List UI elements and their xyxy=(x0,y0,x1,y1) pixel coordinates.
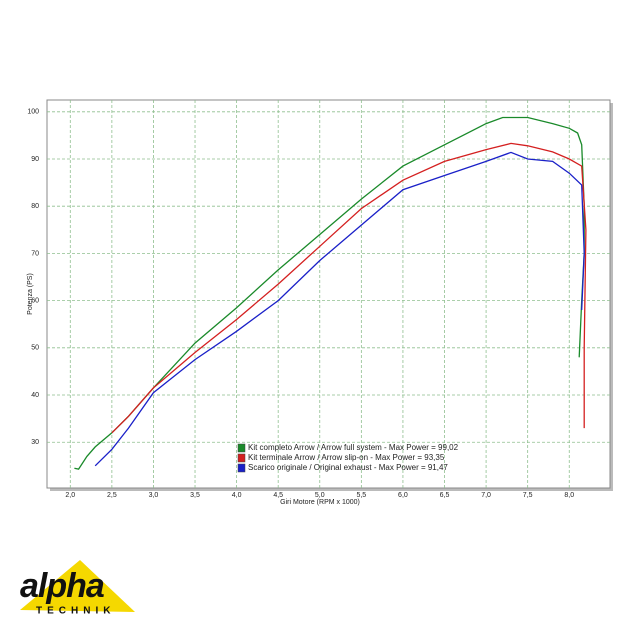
legend-swatch xyxy=(237,463,246,473)
legend-label: Scarico originale / Original exhaust - M… xyxy=(248,463,448,472)
y-tick-label: 80 xyxy=(31,203,39,210)
series-line xyxy=(94,151,585,467)
x-tick-label: 3,5 xyxy=(190,492,200,499)
x-tick-label: 6,0 xyxy=(398,492,408,499)
series-line xyxy=(111,142,587,434)
x-tick-label: 4,0 xyxy=(232,492,242,499)
x-tick-label: 7,0 xyxy=(481,492,491,499)
x-tick-label: 6,5 xyxy=(440,492,450,499)
y-tick-label: 100 xyxy=(27,109,39,116)
y-axis-label: Potenza (PS) xyxy=(27,273,34,315)
logo: alpha TECHNIK xyxy=(20,560,135,617)
x-tick-label: 2,5 xyxy=(107,492,117,499)
y-tick-label: 50 xyxy=(31,345,39,352)
legend-label: Kit completo Arrow / Arrow full system -… xyxy=(248,443,459,452)
y-tick-label: 30 xyxy=(31,439,39,446)
logo-triangle xyxy=(20,560,135,612)
logo-name: alpha xyxy=(20,567,104,605)
x-tick-label: 3,0 xyxy=(149,492,159,499)
legend-label: Kit terminale Arrow / Arrow slip-on - Ma… xyxy=(248,453,445,462)
y-tick-label: 40 xyxy=(31,392,39,399)
plot-frame xyxy=(46,99,611,489)
legend-swatch xyxy=(237,443,246,453)
legend-swatch xyxy=(237,453,246,463)
y-tick-label: 70 xyxy=(31,250,39,257)
x-tick-label: 4,5 xyxy=(273,492,283,499)
x-tick-label: 8,0 xyxy=(564,492,574,499)
y-tick-label: 90 xyxy=(31,156,39,163)
x-tick-label: 7,5 xyxy=(523,492,533,499)
x-tick-label: 5,0 xyxy=(315,492,325,499)
x-tick-label: 2,0 xyxy=(65,492,75,499)
x-tick-label: 5,5 xyxy=(356,492,366,499)
logo-sub: TECHNIK xyxy=(36,606,115,617)
x-axis-label: Giri Motore (RPM x 1000) xyxy=(280,499,360,506)
y-tick-label: 60 xyxy=(31,297,39,304)
